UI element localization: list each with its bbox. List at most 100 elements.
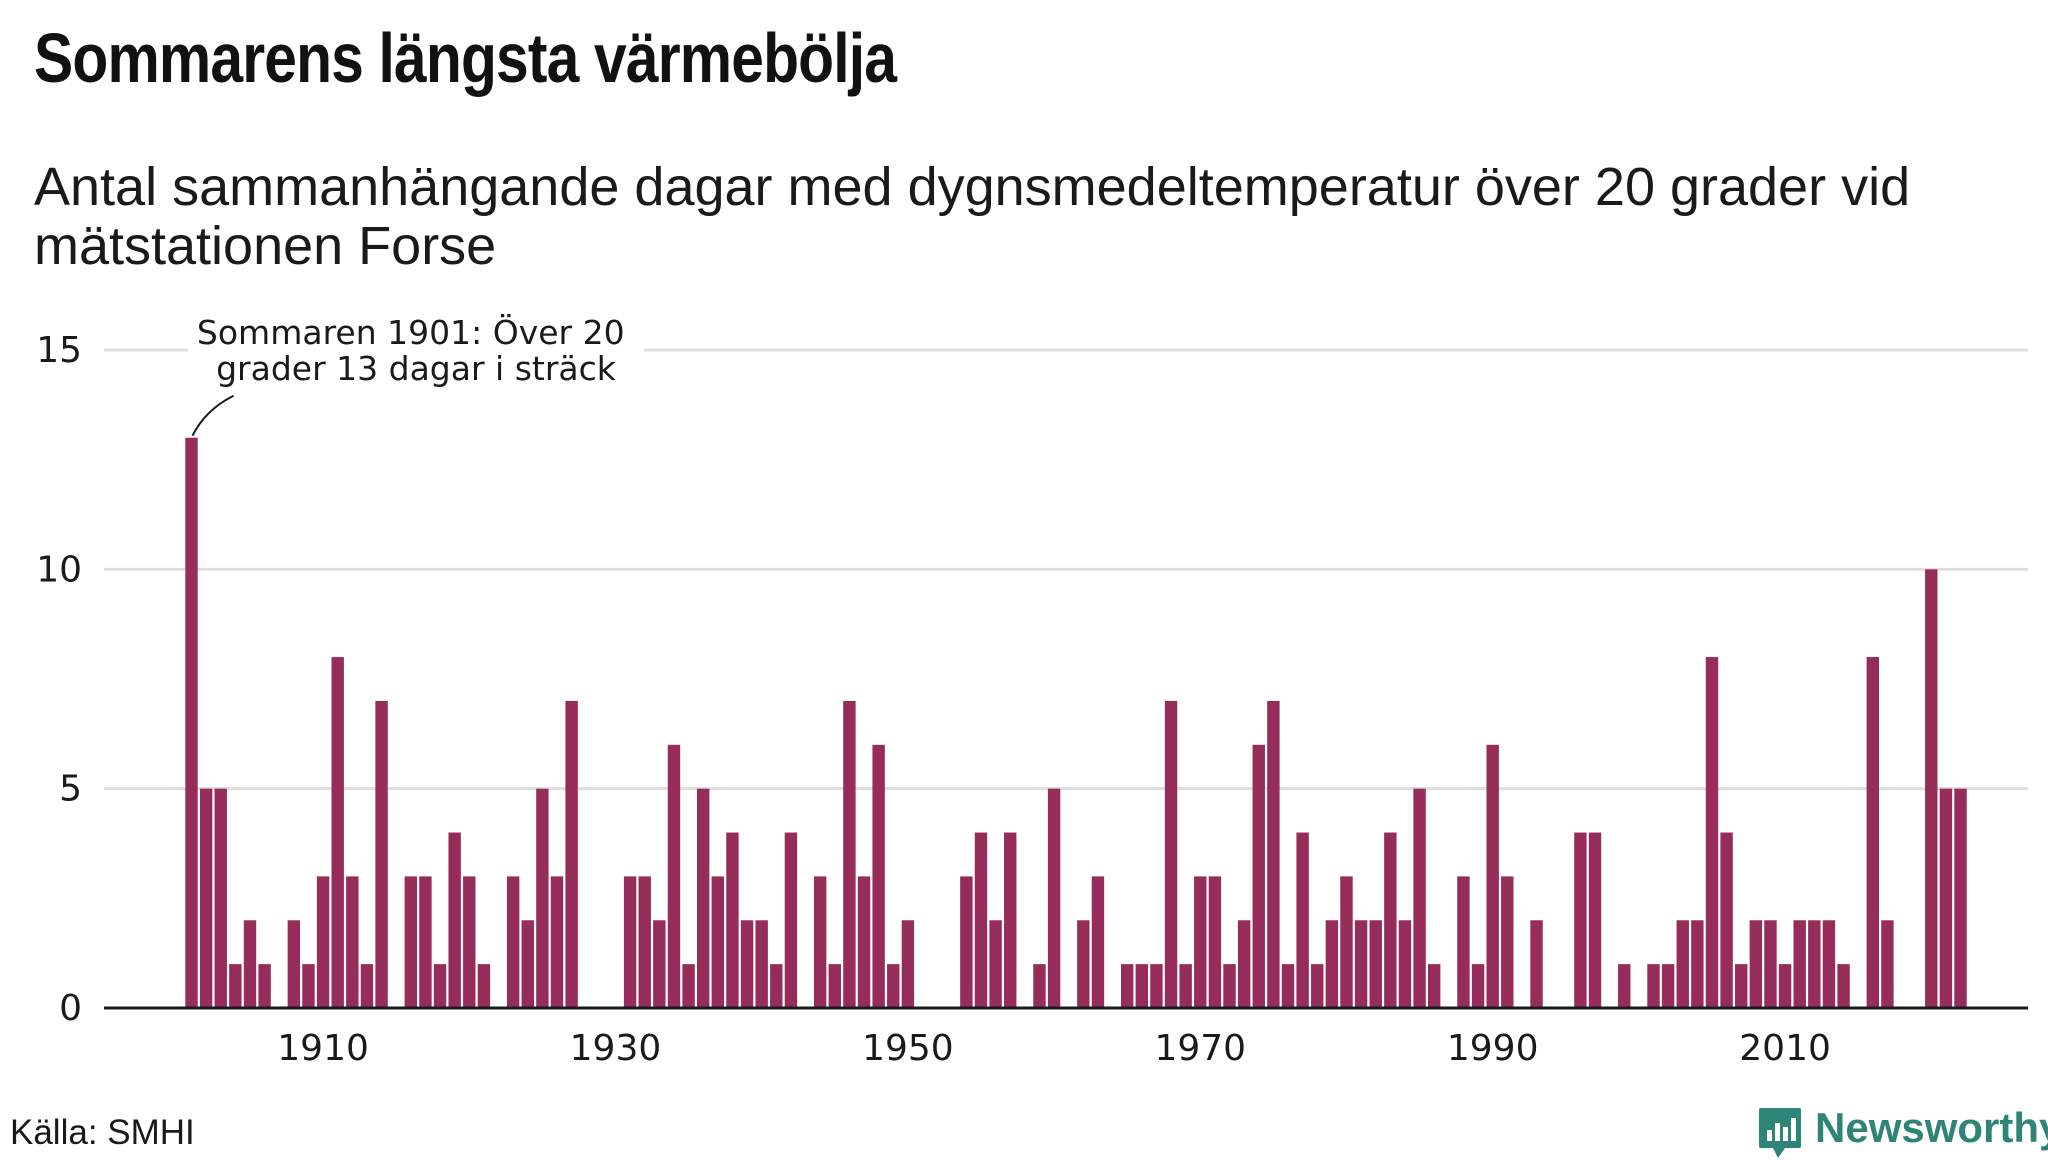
bar-1941	[770, 964, 783, 1008]
annotation-line-1: Sommaren 1901: Över 20	[197, 312, 625, 352]
bars	[185, 437, 1967, 1008]
bar-1993	[1530, 920, 1543, 1008]
bar-1955	[974, 832, 988, 1008]
bar-1933	[653, 920, 666, 1008]
bar-1918	[433, 964, 447, 1008]
bar-2003	[1676, 920, 1689, 1008]
bar-2006	[1720, 832, 1733, 1008]
bar-1982	[1369, 920, 1382, 1008]
bar-1910	[316, 876, 330, 1008]
bar-1969	[1179, 964, 1192, 1008]
bar-1980	[1340, 876, 1353, 1008]
bar-1999	[1618, 964, 1631, 1008]
bar-1949	[887, 964, 900, 1008]
annotation: Sommaren 1901: Över 20 grader 13 dagar i…	[188, 312, 644, 437]
bar-1948	[872, 744, 885, 1008]
x-tick-label: 1990	[1447, 1028, 1539, 1069]
bar-1997	[1588, 832, 1602, 1008]
bar-1988	[1457, 876, 1470, 1008]
bar-1983	[1384, 832, 1397, 1008]
bar-1946	[843, 700, 856, 1008]
bar-1973	[1237, 920, 1251, 1008]
bar-1981	[1354, 920, 1368, 1008]
bar-1917	[419, 876, 432, 1008]
bar-1924	[521, 920, 534, 1008]
bar-1903	[214, 788, 227, 1008]
bar-2021	[1939, 788, 1953, 1008]
bar-2009	[1764, 920, 1777, 1008]
bar-1990	[1486, 744, 1499, 1008]
bar-2005	[1705, 657, 1719, 1008]
bar-1971	[1208, 876, 1222, 1008]
bar-1942	[784, 832, 798, 1008]
bar-1978	[1311, 964, 1324, 1008]
bar-1920	[463, 876, 476, 1008]
bar-1911	[331, 657, 344, 1008]
bar-1989	[1471, 964, 1485, 1008]
bar-1938	[726, 832, 739, 1008]
bar-1905	[243, 920, 257, 1008]
bar-1986	[1428, 964, 1441, 1008]
bar-1931	[623, 876, 637, 1008]
bar-1991	[1501, 876, 1514, 1008]
x-tick-label: 2010	[1739, 1028, 1831, 1069]
bar-1959	[1033, 964, 1046, 1008]
bar-1913	[360, 964, 374, 1008]
bar-1914	[375, 700, 388, 1008]
bar-chart-icon	[1759, 1108, 1801, 1158]
bar-1934	[667, 744, 681, 1008]
chart-title: Sommarens längsta värmebölja	[34, 19, 897, 97]
y-axis-tick-labels: 0 5 10 15	[36, 330, 82, 1029]
bar-1954	[960, 876, 973, 1008]
bar-1979	[1325, 920, 1339, 1008]
annotation-text: Sommaren 1901: Över 20 grader 13 dagar i…	[197, 312, 635, 388]
bar-2020	[1925, 569, 1938, 1008]
bar-1970	[1194, 876, 1207, 1008]
y-tick-label: 10	[36, 549, 82, 590]
bar-2012	[1808, 920, 1821, 1008]
annotation-line-2: grader 13 dagar i sträck	[216, 349, 617, 388]
y-tick-label: 0	[59, 988, 82, 1029]
bar-2002	[1661, 964, 1675, 1008]
bar-1926	[550, 876, 564, 1008]
bar-1968	[1164, 700, 1178, 1008]
source-note: Källa: SMHI	[10, 1113, 195, 1152]
bar-2001	[1647, 964, 1660, 1008]
bar-1957	[1004, 832, 1017, 1008]
bar-1945	[828, 964, 841, 1008]
bar-1937	[711, 876, 725, 1008]
x-axis-tick-labels: 1910 1930 1950 1970 1990 2010	[277, 1028, 1831, 1069]
bar-1947	[857, 876, 871, 1008]
bar-1902	[199, 788, 213, 1008]
bar-1974	[1252, 744, 1265, 1008]
bar-2010	[1778, 964, 1792, 1008]
x-tick-label: 1930	[570, 1028, 662, 1069]
bar-1966	[1135, 964, 1148, 1008]
bar-1984	[1398, 920, 1412, 1008]
bar-1976	[1281, 964, 1295, 1008]
bar-1932	[638, 876, 651, 1008]
bar-1919	[448, 832, 461, 1008]
x-tick-label: 1910	[277, 1028, 369, 1069]
x-tick-label: 1970	[1154, 1028, 1246, 1069]
bar-1967	[1150, 964, 1163, 1008]
bar-1972	[1223, 964, 1236, 1008]
bar-1909	[302, 964, 315, 1008]
bar-1904	[229, 964, 242, 1008]
bar-1935	[682, 964, 695, 1008]
bar-1901	[185, 437, 198, 1008]
bar-1985	[1413, 788, 1426, 1008]
annotation-background	[188, 312, 644, 392]
bar-1944	[813, 876, 827, 1008]
bar-1956	[989, 920, 1002, 1008]
gridlines	[104, 348, 2028, 791]
bar-1996	[1574, 832, 1587, 1008]
bar-chart: 0 5 10 15 1910 1930 1950 1970 1990 2010 Sommaren…	[36, 312, 2028, 1069]
bar-1962	[1077, 920, 1090, 1008]
bar-2008	[1749, 920, 1763, 1008]
bar-2016	[1866, 657, 1879, 1008]
bar-1977	[1296, 832, 1309, 1008]
bar-1925	[536, 788, 549, 1008]
brand-name: Newsworthy	[1815, 1104, 2048, 1151]
bar-2004	[1691, 920, 1704, 1008]
